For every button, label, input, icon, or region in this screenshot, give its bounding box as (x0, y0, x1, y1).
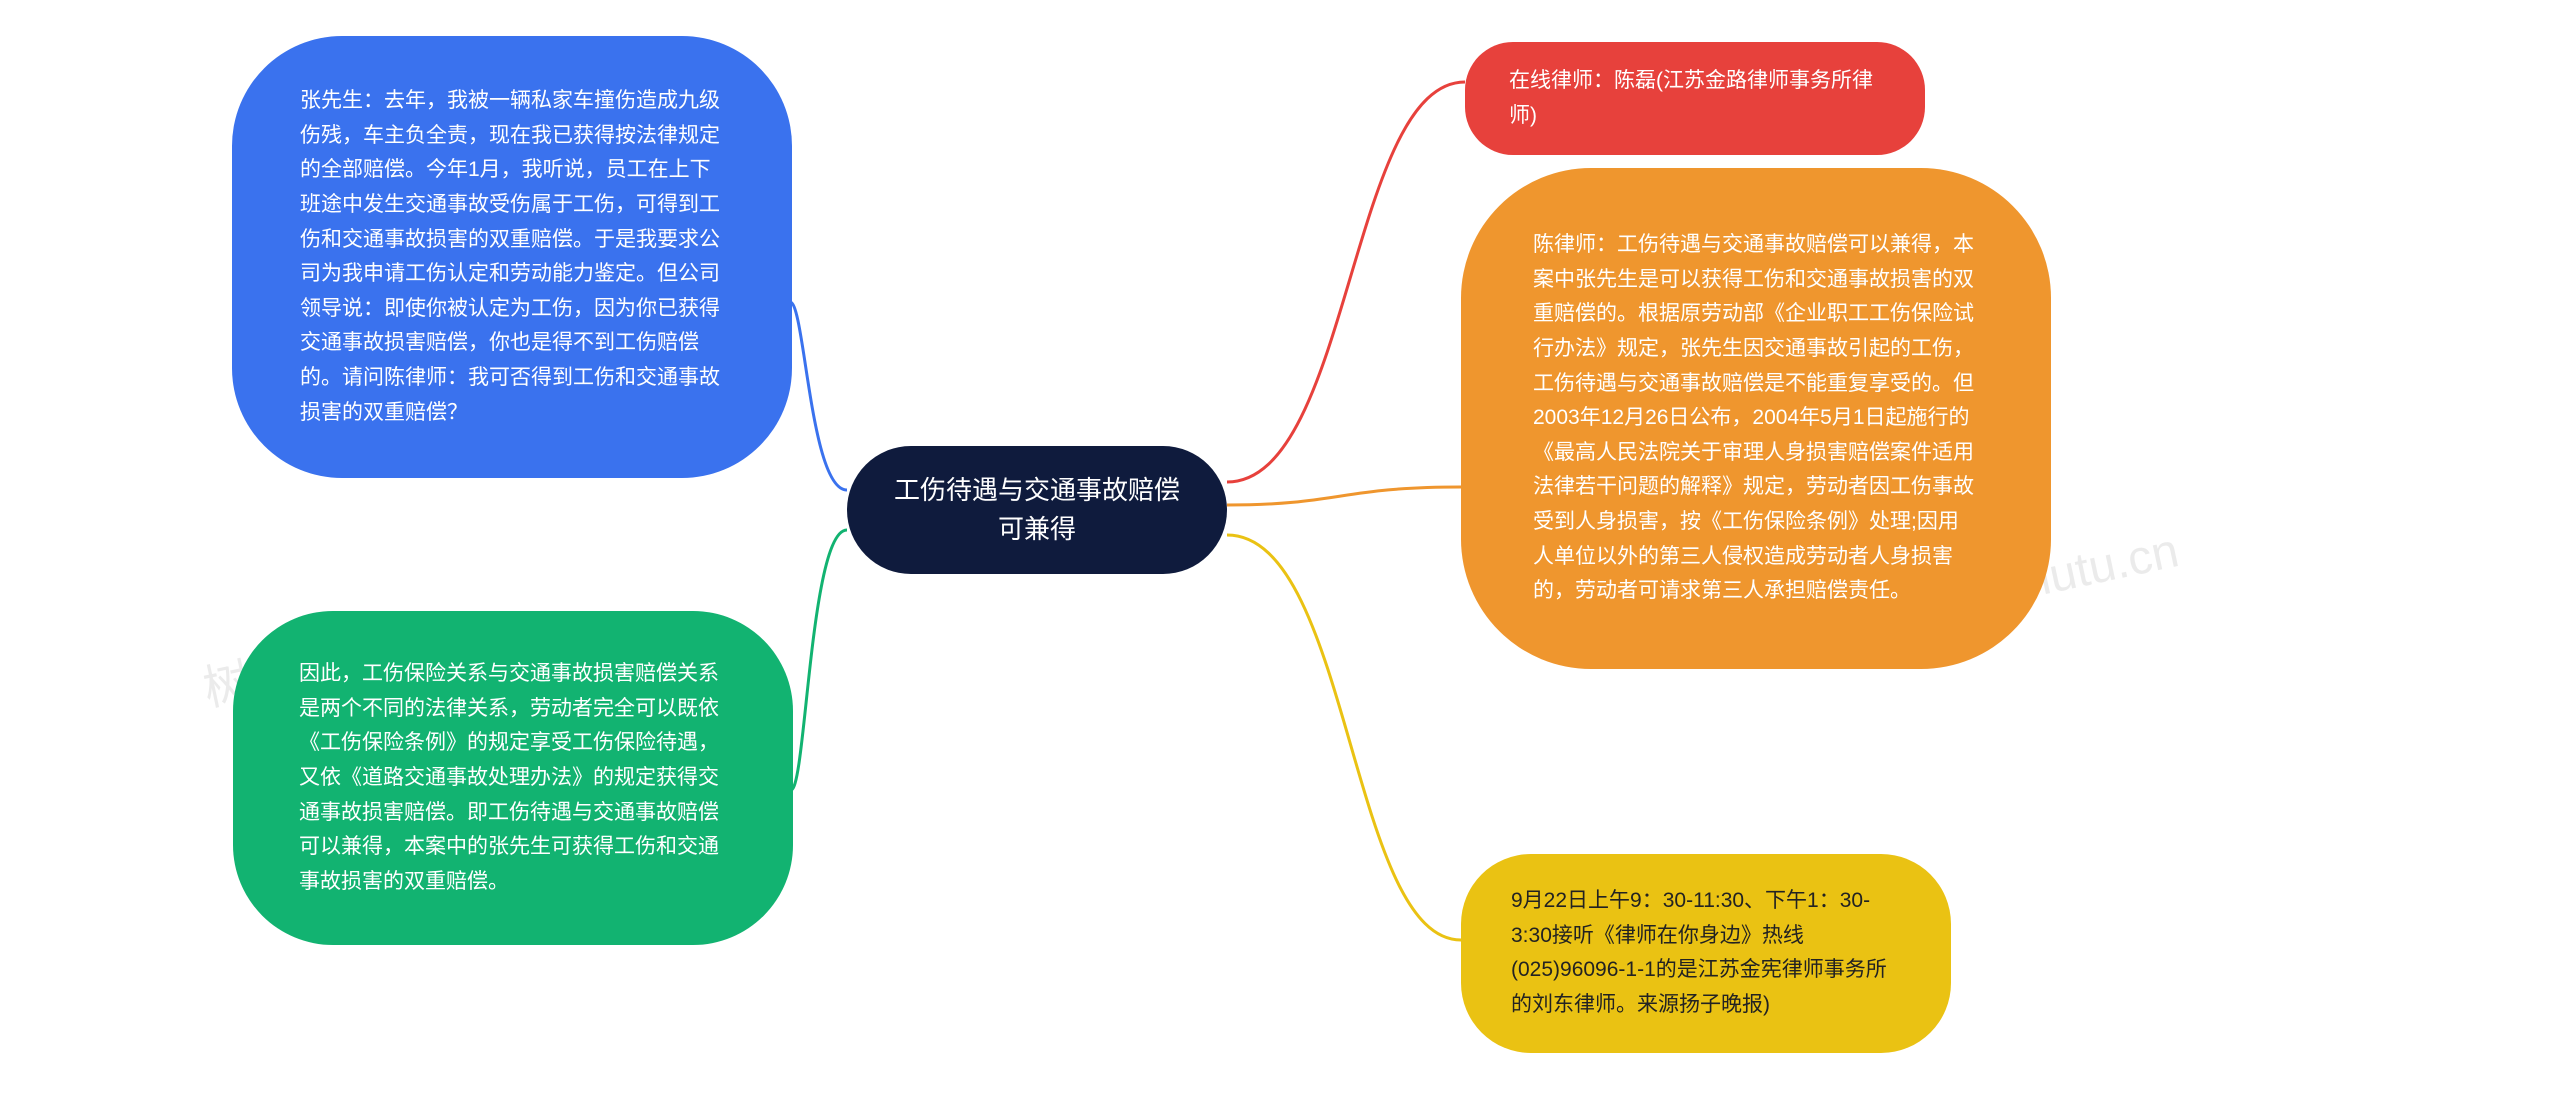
connector-yellow (1227, 535, 1461, 940)
node-conclusion[interactable]: 因此，工伤保险关系与交通事故损害赔偿关系是两个不同的法律关系，劳动者完全可以既依… (233, 611, 793, 945)
connector-orange (1227, 487, 1461, 505)
node-hotline-info[interactable]: 9月22日上午9：30-11:30、下午1：30-3:30接听《律师在你身边》热… (1461, 854, 1951, 1053)
connector-blue (790, 302, 847, 490)
node-center-topic[interactable]: 工伤待遇与交通事故赔偿可兼得 (847, 446, 1227, 574)
node-question-zhang[interactable]: 张先生：去年，我被一辆私家车撞伤造成九级伤残，车主负全责，现在我已获得按法律规定… (232, 36, 792, 478)
connector-red (1227, 82, 1465, 482)
node-lawyer-intro[interactable]: 在线律师：陈磊(江苏金路律师事务所律师) (1465, 42, 1925, 155)
node-lawyer-answer[interactable]: 陈律师：工伤待遇与交通事故赔偿可以兼得，本案中张先生是可以获得工伤和交通事故损害… (1461, 168, 2051, 669)
connector-green (791, 530, 847, 790)
